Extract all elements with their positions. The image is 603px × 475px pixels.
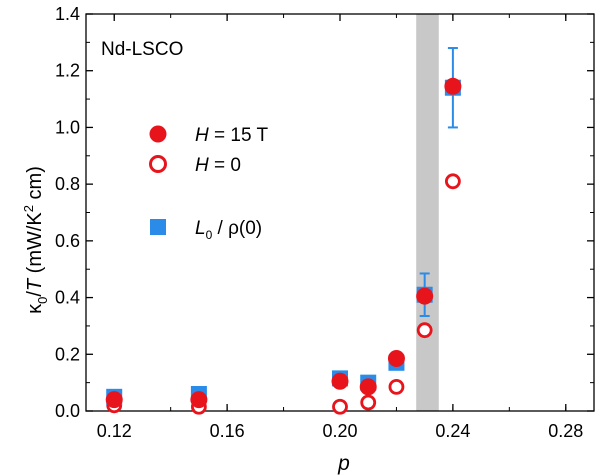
h0-point: [360, 394, 377, 411]
y-tick-label: 0.6: [55, 231, 80, 251]
x-tick-label: 0.24: [435, 421, 470, 441]
x-tick-label: 0.20: [322, 421, 357, 441]
h15-point: [359, 378, 377, 396]
x-tick-label: 0.12: [97, 421, 132, 441]
legend-label-l0-rho: L0 / ρ(0): [195, 218, 262, 242]
h0-point: [416, 322, 433, 339]
h0-point: [388, 378, 405, 395]
h0-point: [332, 398, 348, 415]
y-tick-label: 0.4: [55, 288, 80, 308]
chart-annotation: Nd-LSCO: [101, 39, 183, 60]
h15-point: [331, 372, 349, 390]
legend-label-h0: H = 0: [195, 155, 241, 176]
h15-point: [416, 287, 434, 305]
x-axis-title: p: [337, 452, 350, 475]
h15-point: [105, 391, 123, 409]
legend: H = 15 T H = 0 L0 / ρ(0): [149, 125, 268, 242]
legend-marker-l0-rho: [150, 219, 166, 235]
shaded-band-layer: [416, 14, 439, 411]
y-tick-label: 1.0: [55, 117, 80, 137]
x-tick-label: 0.28: [548, 421, 583, 441]
y-axis-title: κ0/T (mW/K2 cm): [21, 166, 50, 314]
h15-point: [190, 391, 208, 409]
legend-label-h15: H = 15 T: [195, 125, 268, 146]
x-tick-label: 0.16: [210, 421, 245, 441]
y-tick-label: 1.4: [55, 4, 80, 24]
y-tick-label: 0.2: [55, 344, 80, 364]
y-tick-label: 1.2: [55, 61, 80, 81]
shaded-band: [416, 14, 439, 411]
legend-marker-h0: [149, 155, 167, 173]
legend-marker-h15: [149, 125, 167, 143]
y-tick-label: 0.0: [55, 401, 80, 421]
data-marks: [105, 47, 462, 415]
h15-point: [444, 77, 462, 95]
y-tick-label: 0.8: [55, 174, 80, 194]
plot-frame: [85, 13, 595, 412]
axes: 0.12 0.16 0.20 0.24 0.28 0.0 0.2 0.4 0.6 0.8 1.0 1.…: [55, 4, 595, 441]
h15-point: [387, 350, 405, 368]
h0-point: [444, 173, 461, 190]
